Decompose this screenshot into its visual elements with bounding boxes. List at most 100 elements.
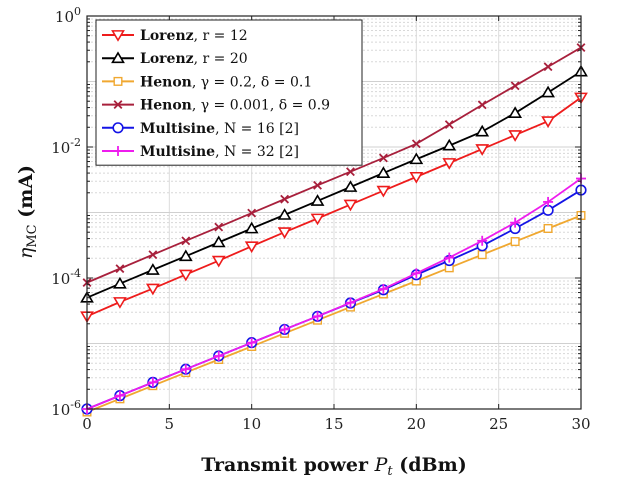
data-point-stroke: [247, 208, 257, 218]
legend-label: Henon, γ = 0.001, δ = 0.9: [140, 98, 330, 114]
y-tick-label: 100: [55, 5, 81, 26]
data-point: [113, 276, 127, 289]
data-point: [145, 283, 160, 296]
data-point: [280, 194, 290, 204]
data-point-stroke: [477, 100, 487, 110]
series-layer: [80, 43, 588, 417]
legend-label: Multisine, N = 32 [2]: [140, 144, 299, 160]
data-point-stroke: [444, 120, 454, 130]
data-point: [312, 311, 323, 322]
data-point-stroke: [543, 62, 553, 72]
data-point: [411, 268, 422, 279]
legend-label: Lorenz, r = 20: [140, 51, 248, 67]
data-point: [442, 158, 457, 170]
data-point-stroke: [378, 153, 388, 163]
legend-marker: [112, 122, 124, 134]
data-point-stroke: [510, 81, 520, 91]
legend-entry: Henon, γ = 0.2, δ = 0.1: [102, 74, 312, 90]
x-tick-label: 5: [165, 415, 175, 433]
legend: Lorenz, r = 12 Lorenz, r = 20 Henon, γ = 0…: [95, 19, 363, 166]
legend-marker: [111, 51, 125, 64]
data-point: [246, 337, 257, 348]
data-point: [542, 204, 554, 216]
data-point: [345, 297, 356, 308]
data-point-stroke: [148, 250, 158, 260]
legend-entry: Henon, γ = 0.001, δ = 0.9: [102, 98, 330, 114]
data-point: [115, 264, 125, 274]
legend-entry: Multisine, N = 16 [2]: [102, 121, 299, 137]
data-point: [442, 138, 457, 151]
data-point: [343, 199, 358, 212]
data-point-stroke: [346, 167, 355, 177]
data-point: [543, 223, 553, 233]
ticks-layer: 0 5 10 15 20 25 30 10-6 10-4 10-2 100: [51, 5, 590, 433]
data-point: [477, 100, 487, 110]
series-line: [86, 70, 582, 299]
data-point: [444, 120, 454, 130]
x-tick-label: 20: [407, 415, 426, 433]
data-point: [211, 255, 226, 268]
series-1: [80, 64, 588, 303]
data-point: [510, 217, 521, 228]
data-point: [475, 144, 490, 156]
data-point: [477, 250, 487, 260]
data-point-stroke: [115, 264, 125, 274]
data-point-stroke: [181, 236, 191, 246]
data-point: [543, 196, 554, 207]
data-point: [313, 180, 322, 190]
x-tick-label: 10: [242, 415, 261, 433]
series-0: [80, 92, 588, 324]
data-point: [247, 208, 257, 218]
x-tick-label: 0: [82, 415, 92, 433]
data-point: [346, 167, 355, 177]
legend-marker: [111, 30, 125, 42]
legend-label: Multisine, N = 16 [2]: [140, 121, 299, 137]
data-point: [310, 213, 325, 226]
data-point: [178, 269, 193, 282]
series-line: [86, 46, 582, 284]
legend-box: [95, 19, 363, 166]
legend-entry: Multisine, N = 32 [2]: [102, 144, 299, 160]
data-point: [477, 235, 488, 246]
data-point: [310, 194, 325, 206]
legend-entry: Lorenz, r = 12: [102, 28, 248, 44]
data-point: [147, 377, 158, 388]
y-tick-label: 10-4: [51, 267, 81, 288]
y-tick-label: 10-2: [51, 136, 81, 157]
legend-label: Lorenz, r = 12: [140, 28, 248, 44]
data-point-stroke: [280, 194, 290, 204]
data-point: [411, 139, 421, 149]
series-line: [86, 214, 582, 413]
series-line: [86, 96, 582, 318]
y-axis-label: ηMC (mA): [15, 165, 40, 259]
legend-marker: [113, 76, 123, 86]
data-point: [508, 106, 523, 118]
data-point: [114, 390, 125, 401]
data-point: [409, 152, 424, 165]
data-point: [181, 236, 191, 246]
data-point-stroke: [411, 139, 421, 149]
legend-label: Henon, γ = 0.2, δ = 0.1: [140, 74, 312, 90]
data-point: [378, 283, 389, 294]
series-line: [86, 177, 582, 410]
legend-marker-stroke: [113, 100, 123, 110]
data-point: [148, 250, 158, 260]
x-tick-label: 15: [324, 415, 343, 433]
x-axis-label: Transmit power Pt (dBm): [201, 454, 466, 479]
legend-entry: Lorenz, r = 20: [102, 51, 248, 67]
data-point: [279, 324, 290, 335]
data-point: [543, 62, 553, 72]
data-point: [214, 222, 224, 232]
data-point: [178, 249, 193, 262]
data-point: [475, 124, 490, 137]
data-point: [244, 241, 259, 254]
data-point: [213, 350, 224, 361]
data-point: [244, 221, 259, 234]
data-point: [510, 237, 520, 247]
data-point: [211, 235, 226, 248]
data-point-stroke: [313, 180, 322, 190]
x-tick-label: 30: [571, 415, 590, 433]
data-point: [376, 185, 391, 198]
data-point: [541, 116, 555, 128]
